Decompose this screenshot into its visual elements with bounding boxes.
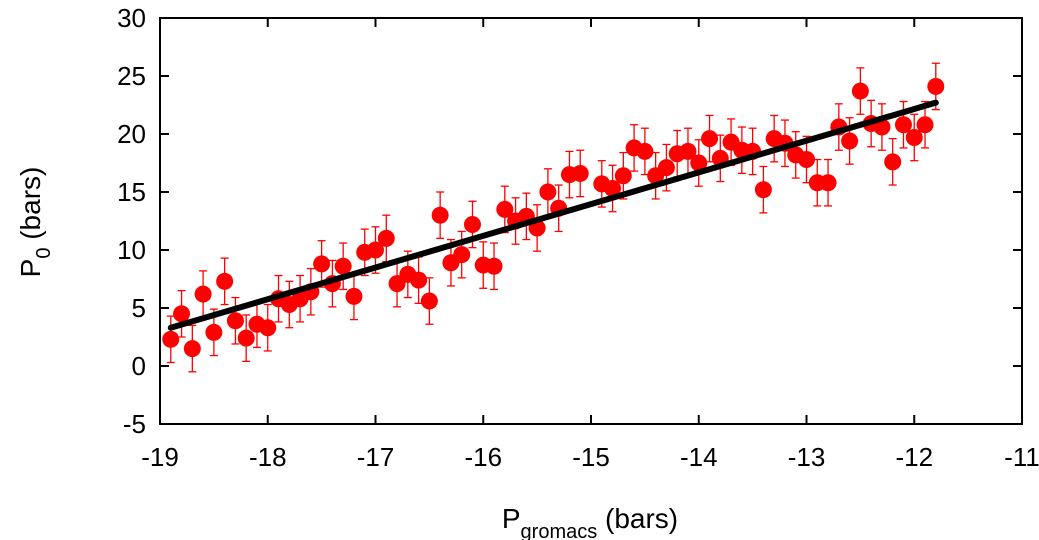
data-point [377, 229, 395, 247]
data-point [237, 329, 255, 347]
x-tick-label: -14 [680, 442, 718, 472]
data-point [905, 128, 923, 146]
data-point [754, 181, 772, 199]
data-point [485, 257, 503, 275]
data-point [453, 246, 471, 264]
data-point [183, 340, 201, 358]
data-point [226, 312, 244, 330]
data-point [819, 174, 837, 192]
x-tick-label: -19 [141, 442, 179, 472]
data-point [571, 164, 589, 182]
data-point [367, 241, 384, 259]
data-point [679, 142, 697, 160]
x-tick-label: -15 [572, 442, 610, 472]
y-axis-title-suffix: (bars) [15, 167, 46, 248]
data-point [410, 271, 428, 289]
data-point [334, 257, 352, 275]
data-point [701, 130, 719, 148]
data-point [657, 159, 675, 177]
tick-marks [159, 17, 1023, 425]
data-point [194, 285, 212, 303]
data-point [884, 153, 902, 171]
data-point [851, 82, 869, 100]
x-axis-title-suffix: (bars) [597, 503, 678, 534]
data-point [894, 116, 912, 134]
y-tick-label: 20 [117, 119, 146, 149]
data-point [463, 215, 481, 233]
x-tick-label: -16 [464, 442, 502, 472]
data-point [259, 319, 277, 337]
y-tick-label: 25 [117, 61, 146, 91]
y-axis-title: P0 (bars) [15, 167, 55, 278]
y-tick-label: 30 [117, 3, 146, 33]
data-point [916, 116, 934, 134]
data-point [496, 200, 514, 218]
y-tick-label: 5 [132, 293, 146, 323]
data-point [690, 154, 708, 172]
y-tick-label: 15 [117, 177, 146, 207]
x-tick-label: -11 [1004, 442, 1039, 472]
x-tick-label: -18 [249, 442, 287, 472]
data-point [162, 330, 180, 348]
fit-line [167, 99, 939, 331]
data-point [173, 305, 191, 323]
y-tick-labels: -5 0 5 10 15 20 25 30 [117, 3, 146, 439]
data-point [798, 151, 815, 169]
data-point [313, 255, 331, 273]
data-point [205, 323, 223, 341]
data-point [604, 180, 622, 198]
data-point [345, 287, 363, 305]
data-point [431, 206, 449, 224]
y-tick-label: -5 [123, 409, 146, 439]
x-tick-label: -13 [788, 442, 826, 472]
data-point [841, 132, 859, 150]
y-tick-label: 0 [132, 351, 146, 381]
x-tick-label: -12 [895, 442, 933, 472]
y-axis-title-subscript: 0 [33, 248, 55, 259]
y-tick-label: 10 [117, 235, 146, 265]
data-point [927, 77, 945, 95]
x-tick-labels: -19 -18 -17 -16 -15 -14 -13 -12 -11 [141, 442, 1039, 472]
x-axis-title-subscript: gromacs [521, 521, 598, 540]
x-tick-label: -17 [357, 442, 395, 472]
data-point [216, 272, 234, 290]
data-point [614, 167, 632, 185]
points-layer [162, 77, 945, 358]
plot-frame [159, 17, 1023, 425]
x-axis-title-main: P [502, 503, 521, 534]
data-point [636, 142, 654, 160]
data-point [420, 292, 438, 310]
y-axis-title-main: P [15, 259, 46, 278]
data-point [539, 183, 557, 201]
x-axis-title: Pgromacs (bars) [502, 503, 678, 540]
